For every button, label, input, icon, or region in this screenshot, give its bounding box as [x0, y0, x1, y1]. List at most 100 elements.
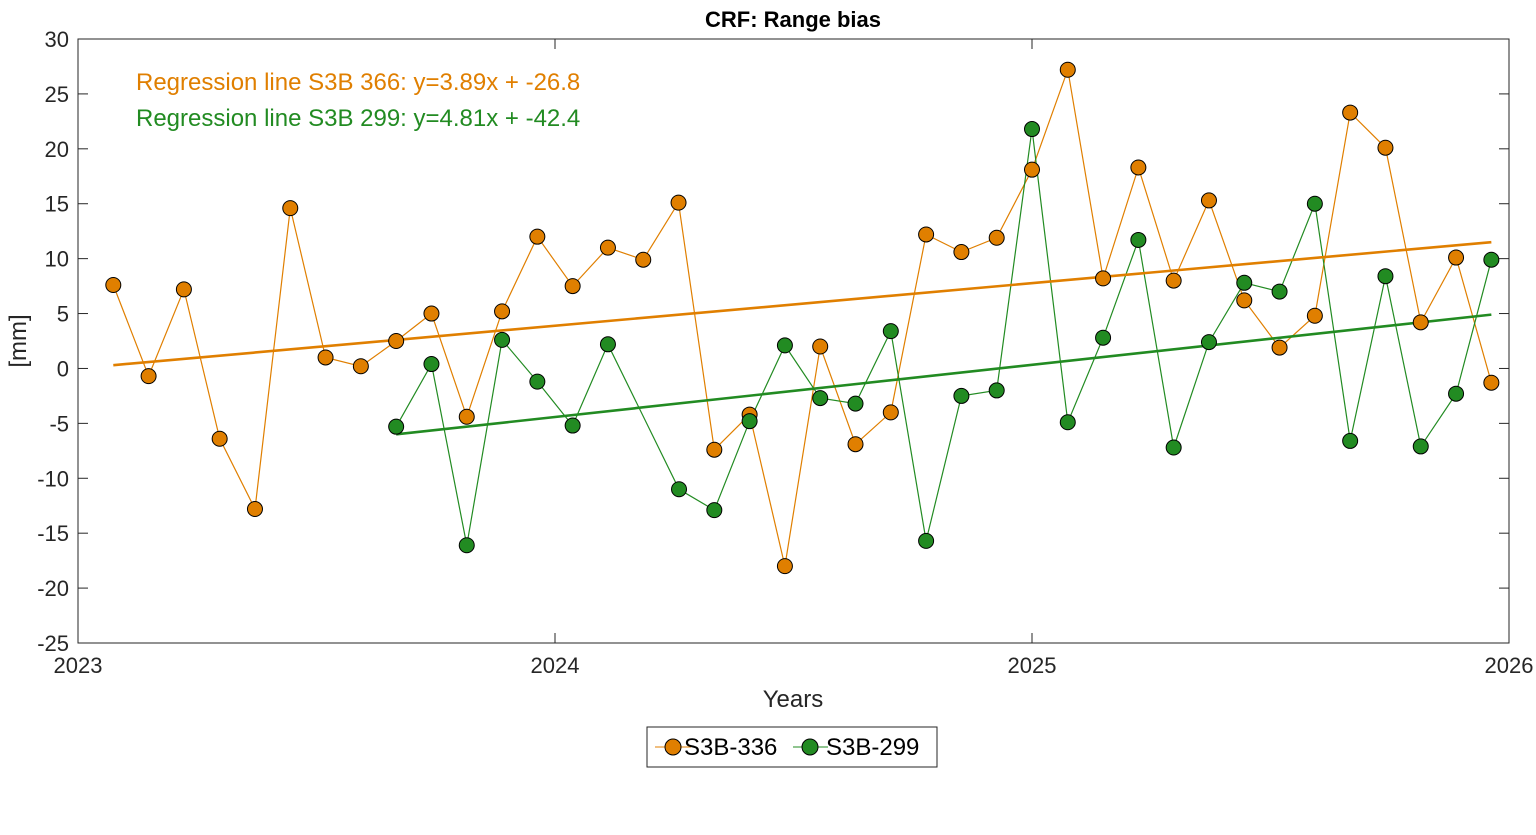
- data-point-s3b-299: [812, 390, 829, 407]
- data-point-s3b-336: [776, 558, 793, 575]
- series-line-s3b-336: [112, 67, 1492, 567]
- data-point-s3b-299: [1165, 439, 1182, 456]
- data-point-s3b-336: [1095, 270, 1112, 287]
- data-point-s3b-299: [882, 323, 899, 340]
- legend-item-s3b-299: S3B-299: [793, 734, 919, 761]
- data-point-s3b-299: [458, 537, 475, 554]
- data-point-s3b-336: [1448, 249, 1465, 266]
- data-point-s3b-336: [282, 200, 299, 217]
- y-tick-label: 20: [45, 137, 69, 162]
- legend-item-s3b-336: S3B-336: [655, 734, 777, 761]
- legend-box: [646, 726, 938, 768]
- data-point-s3b-299: [918, 532, 935, 549]
- data-point-s3b-336: [599, 239, 616, 256]
- data-point-s3b-299: [776, 337, 793, 354]
- y-tick-label: 0: [57, 356, 69, 381]
- data-point-s3b-299: [671, 481, 688, 498]
- y-tick-label: 15: [45, 192, 69, 217]
- data-point-s3b-336: [953, 244, 970, 261]
- y-axis-title: [mm]: [5, 314, 32, 367]
- data-point-s3b-336: [1271, 339, 1288, 356]
- data-point-s3b-336: [175, 281, 192, 298]
- data-point-s3b-299: [1200, 334, 1217, 351]
- data-point-s3b-336: [1342, 104, 1359, 121]
- data-point-s3b-299: [388, 418, 405, 435]
- data-point-s3b-299: [1448, 385, 1465, 402]
- data-point-s3b-336: [494, 303, 511, 320]
- data-point-s3b-336: [706, 441, 723, 458]
- data-point-s3b-336: [105, 276, 122, 293]
- y-tick-label: -15: [37, 521, 69, 546]
- data-point-s3b-299: [1412, 438, 1429, 455]
- data-point-s3b-336: [635, 251, 652, 268]
- points-layer: [105, 61, 1500, 575]
- y-tick-label: 25: [45, 82, 69, 107]
- legend-marker-s3b-336: [664, 738, 682, 756]
- data-point-s3b-336: [529, 228, 546, 245]
- data-point-s3b-336: [1377, 139, 1394, 156]
- data-point-s3b-336: [1306, 307, 1323, 324]
- data-point-s3b-299: [1483, 251, 1500, 268]
- x-axis-title: Years: [763, 686, 824, 713]
- legend-label-s3b-299: S3B-299: [826, 734, 919, 761]
- x-tick-label: 2024: [531, 653, 580, 678]
- data-point-s3b-336: [1059, 61, 1076, 78]
- data-point-s3b-336: [918, 226, 935, 243]
- data-point-s3b-336: [458, 408, 475, 425]
- y-axis: -25 -20 -15 -10 -5 0 5 10 15 20 25 30: [37, 27, 1509, 656]
- regression-layer: [113, 240, 1492, 436]
- data-point-s3b-336: [812, 338, 829, 355]
- y-tick-label: -10: [37, 466, 69, 491]
- legend: S3B-336 S3B-299: [646, 726, 938, 768]
- x-tick-label: 2026: [1485, 653, 1534, 678]
- data-point-s3b-336: [1200, 192, 1217, 209]
- x-tick-label: 2023: [54, 653, 103, 678]
- regression-annotation-s3b-366: Regression line S3B 366: y=3.89x + -26.8: [136, 69, 580, 96]
- data-point-s3b-299: [847, 395, 864, 412]
- data-point-s3b-299: [741, 413, 758, 430]
- data-point-s3b-299: [1130, 231, 1147, 248]
- data-point-s3b-336: [388, 333, 405, 349]
- data-point-s3b-336: [1412, 314, 1429, 331]
- data-point-s3b-299: [1342, 432, 1359, 449]
- data-point-s3b-299: [1377, 268, 1394, 285]
- y-tick-label: -25: [37, 631, 69, 656]
- data-point-s3b-299: [1024, 121, 1040, 138]
- data-point-s3b-336: [246, 501, 263, 518]
- data-point-s3b-299: [423, 356, 440, 373]
- plot-area: [77, 38, 1510, 644]
- data-point-s3b-336: [1483, 374, 1500, 391]
- data-point-s3b-336: [1130, 159, 1147, 176]
- data-point-s3b-299: [953, 387, 970, 404]
- data-point-s3b-336: [670, 194, 687, 211]
- regression-annotation-s3b-299: Regression line S3B 299: y=4.81x + -42.4: [136, 105, 580, 132]
- x-tick-label: 2025: [1008, 653, 1057, 678]
- data-point-s3b-299: [1095, 329, 1112, 346]
- data-point-s3b-336: [317, 349, 334, 366]
- y-tick-label: -20: [37, 576, 69, 601]
- data-point-s3b-299: [599, 336, 616, 353]
- data-point-s3b-299: [529, 373, 546, 390]
- chart-title: CRF: Range bias: [705, 7, 881, 32]
- data-point-s3b-299: [706, 502, 723, 519]
- y-tick-label: -5: [49, 411, 69, 436]
- regression-line-s3b-336: [113, 240, 1492, 367]
- y-tick-label: 5: [57, 302, 69, 327]
- x-axis: 2023 2024 2025 2026: [54, 39, 1534, 678]
- data-point-s3b-336: [847, 436, 864, 453]
- data-point-s3b-336: [1236, 292, 1253, 309]
- data-point-s3b-336: [1165, 272, 1182, 289]
- data-point-s3b-336: [1024, 161, 1040, 178]
- regression-line-s3b-299: [396, 313, 1492, 436]
- data-point-s3b-336: [423, 305, 440, 322]
- data-point-s3b-336: [882, 404, 899, 421]
- data-point-s3b-336: [988, 229, 1005, 246]
- data-point-s3b-299: [494, 331, 511, 348]
- y-tick-label: 30: [45, 27, 69, 52]
- data-point-s3b-336: [211, 430, 228, 447]
- y-tick-label: 10: [45, 247, 69, 272]
- data-point-s3b-299: [564, 417, 581, 434]
- legend-marker-s3b-299: [801, 738, 819, 756]
- data-point-s3b-336: [564, 278, 581, 295]
